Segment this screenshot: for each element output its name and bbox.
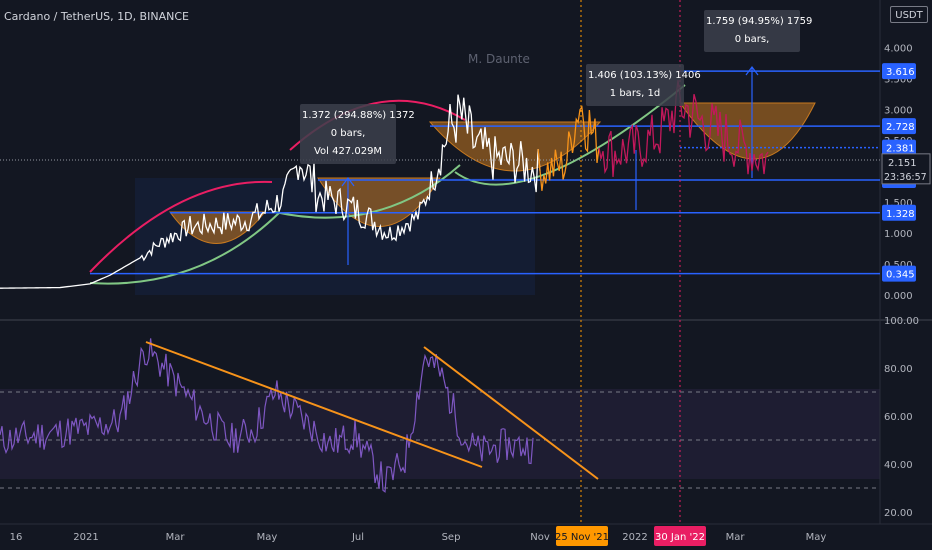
price-line-white	[0, 94, 541, 289]
last-price-tag	[881, 153, 931, 185]
price-tick-label: 3.500	[884, 74, 913, 85]
time-marker-label: 25 Nov '21	[555, 532, 609, 543]
tooltip-line: 1.406 (103.13%) 1406	[588, 70, 701, 81]
rsi-tick-label: 20.00	[884, 508, 913, 519]
level-tag-bg	[882, 63, 916, 80]
time-axis: 16 2021 Mar May Jul Sep Nov 2022 Mar May 25 Nov '2…	[10, 526, 827, 546]
price-tick-label: 0.000	[884, 291, 913, 302]
time-tick-label: Nov	[530, 532, 550, 543]
level-tag-label: 2.728	[886, 122, 915, 133]
price-series	[0, 80, 769, 289]
level-tag-label: 1.328	[886, 209, 915, 220]
currency-button[interactable]: USDT	[890, 6, 928, 23]
symbol-title[interactable]: Cardano / TetherUS, 1D, BINANCE	[4, 10, 189, 23]
rsi-trendline-1	[145, 341, 483, 468]
measure-arrow-1	[341, 177, 355, 265]
time-tick-label: Mar	[166, 532, 186, 543]
arc-green-1	[89, 211, 281, 285]
level-tag-label: 2.381	[886, 144, 915, 155]
author-watermark: M. Daunte	[468, 52, 530, 66]
time-marker-label: 30 Jan '22	[655, 532, 705, 543]
time-tick-label: Sep	[442, 532, 461, 543]
price-tick-label: 1.500	[884, 198, 913, 209]
rsi-line	[0, 338, 534, 493]
measure-arrows	[341, 66, 759, 265]
tooltip-line: 1 bars, 1d	[609, 88, 661, 99]
rsi-trendline-2	[423, 346, 599, 480]
rsi-levels	[0, 391, 880, 489]
price-line-orange	[537, 105, 600, 191]
time-tick-label: 2022	[622, 532, 647, 543]
rsi-tick-label: 100.00	[884, 316, 919, 327]
time-tick-label: 16	[10, 532, 23, 543]
measure-tooltip-3: 1.759 (94.95%) 1759 0 bars,	[704, 10, 813, 52]
last-price-label: 2.151	[888, 158, 917, 169]
price-line-red	[598, 80, 769, 177]
time-tick-label: Mar	[726, 532, 746, 543]
rsi-tick-label: 80.00	[884, 364, 913, 375]
level-tag-bg	[882, 118, 916, 135]
tooltip-line: 0 bars,	[330, 128, 366, 139]
rsi-band	[0, 389, 880, 479]
rsi-series	[0, 338, 534, 493]
tooltip-line: 0 bars,	[734, 34, 770, 45]
time-tick-label: 2021	[73, 532, 98, 543]
level-tag-label: 0.345	[886, 270, 915, 281]
price-tick-label: 4.000	[884, 43, 913, 54]
price-tick-label: 1.000	[884, 229, 913, 240]
price-tick-label: 3.000	[884, 105, 913, 116]
rsi-tick-label: 40.00	[884, 460, 913, 471]
arc-red-1	[89, 180, 273, 273]
countdown-label: 23:36:57	[884, 172, 927, 183]
level-tags: 3.6162.7282.3811.8571.3280.3452.15123:36…	[881, 63, 931, 282]
time-tick-label: May	[806, 532, 827, 543]
rsi-axis: 100.00 80.00 60.00 40.00 20.00	[884, 316, 919, 519]
level-tag-label: 3.616	[886, 67, 915, 78]
tooltip-line: Vol 427.029M	[313, 146, 383, 157]
tooltip-line: 1.372 (294.88%) 1372	[302, 110, 415, 121]
arc-green-3	[454, 84, 686, 186]
measure-tooltip-2: 1.406 (103.13%) 1406 1 bars, 1d	[586, 64, 701, 106]
rsi-tick-label: 60.00	[884, 412, 913, 423]
time-marker-bg	[654, 526, 706, 546]
level-tag-bg	[882, 139, 916, 156]
measure-tooltip-1: 1.372 (294.88%) 1372 0 bars, Vol 427.029…	[300, 104, 415, 164]
time-tick-label: Jul	[351, 532, 364, 543]
level-lines	[90, 70, 880, 275]
tooltip-line: 1.759 (94.95%) 1759	[706, 16, 813, 27]
time-tick-label: May	[257, 532, 278, 543]
time-marker-bg	[556, 526, 608, 546]
cup-4	[679, 102, 816, 160]
measure-arrow-3	[745, 66, 759, 178]
level-tag-bg	[882, 265, 916, 282]
price-tick-label: 0.500	[884, 260, 913, 271]
level-tag-bg	[882, 204, 916, 221]
